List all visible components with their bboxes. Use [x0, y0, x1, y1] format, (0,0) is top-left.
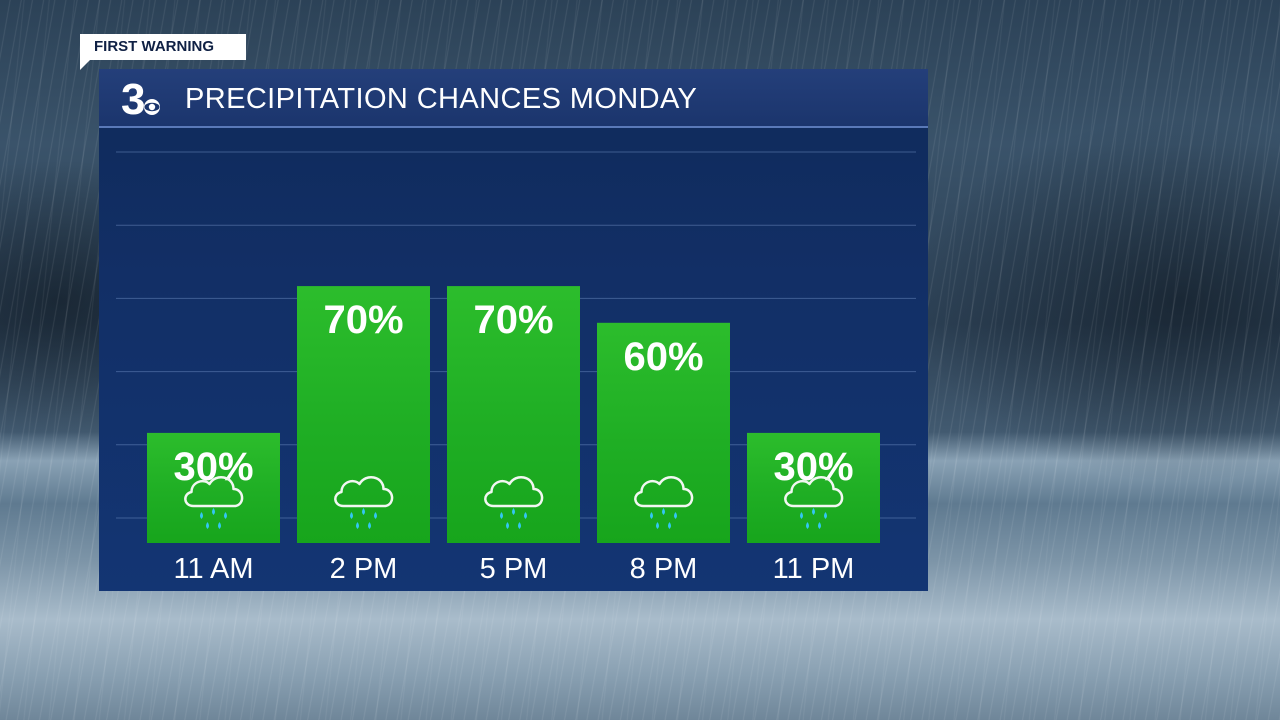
- raindrop: [362, 508, 365, 515]
- category-label: 5 PM: [480, 553, 548, 585]
- rain-cloud-icon: [334, 476, 394, 529]
- raindrop: [368, 522, 371, 529]
- chart-title: PRECIPITATION CHANCES MONDAY: [185, 83, 698, 115]
- raindrop: [818, 522, 821, 529]
- raindrop: [350, 512, 353, 519]
- category-label: 11 PM: [773, 553, 855, 585]
- raindrop: [512, 508, 515, 515]
- raindrop: [212, 508, 215, 515]
- raindrop: [518, 522, 521, 529]
- bar-value-label: 70%: [323, 298, 403, 342]
- raindrop: [524, 512, 527, 519]
- bar-value-label: 60%: [623, 335, 703, 379]
- raindrop: [224, 512, 227, 519]
- category-label: 11 AM: [173, 553, 253, 585]
- cloud-outline: [334, 476, 394, 508]
- logo-number: 3: [121, 75, 145, 120]
- bar-value-label: 70%: [473, 298, 553, 342]
- raindrop: [806, 522, 809, 529]
- raindrop: [374, 512, 377, 519]
- raindrop: [668, 522, 671, 529]
- bar-value-label: 30%: [773, 445, 853, 489]
- raindrop: [218, 522, 221, 529]
- category-label: 8 PM: [630, 553, 698, 585]
- raindrop: [656, 522, 659, 529]
- badge-tail: [80, 60, 90, 70]
- cloud-outline: [484, 476, 544, 508]
- raindrop: [200, 512, 203, 519]
- chart-header: [99, 69, 928, 128]
- raindrop: [650, 512, 653, 519]
- raindrop: [812, 508, 815, 515]
- raindrop: [500, 512, 503, 519]
- raindrop: [356, 522, 359, 529]
- first-warning-label: FIRST WARNING: [94, 38, 214, 55]
- bar-2-pm: [297, 286, 430, 543]
- rain-cloud-icon: [784, 476, 844, 529]
- rain-cloud-icon: [184, 476, 244, 529]
- channel-3-logo: 3: [121, 75, 160, 120]
- bar-value-label: 30%: [173, 445, 253, 489]
- bar-5-pm: [447, 286, 580, 543]
- bar-11-am: [147, 432, 280, 543]
- first-warning-badge: FIRST WARNING: [80, 34, 246, 60]
- cloud-outline: [184, 476, 244, 508]
- rain-cloud-icon: [634, 476, 694, 529]
- raindrop: [674, 512, 677, 519]
- raindrop: [800, 512, 803, 519]
- raindrop: [824, 512, 827, 519]
- cloud-outline: [784, 476, 844, 508]
- category-label: 2 PM: [330, 553, 398, 585]
- rain-cloud-icon: [484, 476, 544, 529]
- bar-11-pm: [747, 432, 880, 543]
- raindrop: [662, 508, 665, 515]
- raindrop: [206, 522, 209, 529]
- raindrop: [506, 522, 509, 529]
- cloud-outline: [634, 476, 694, 508]
